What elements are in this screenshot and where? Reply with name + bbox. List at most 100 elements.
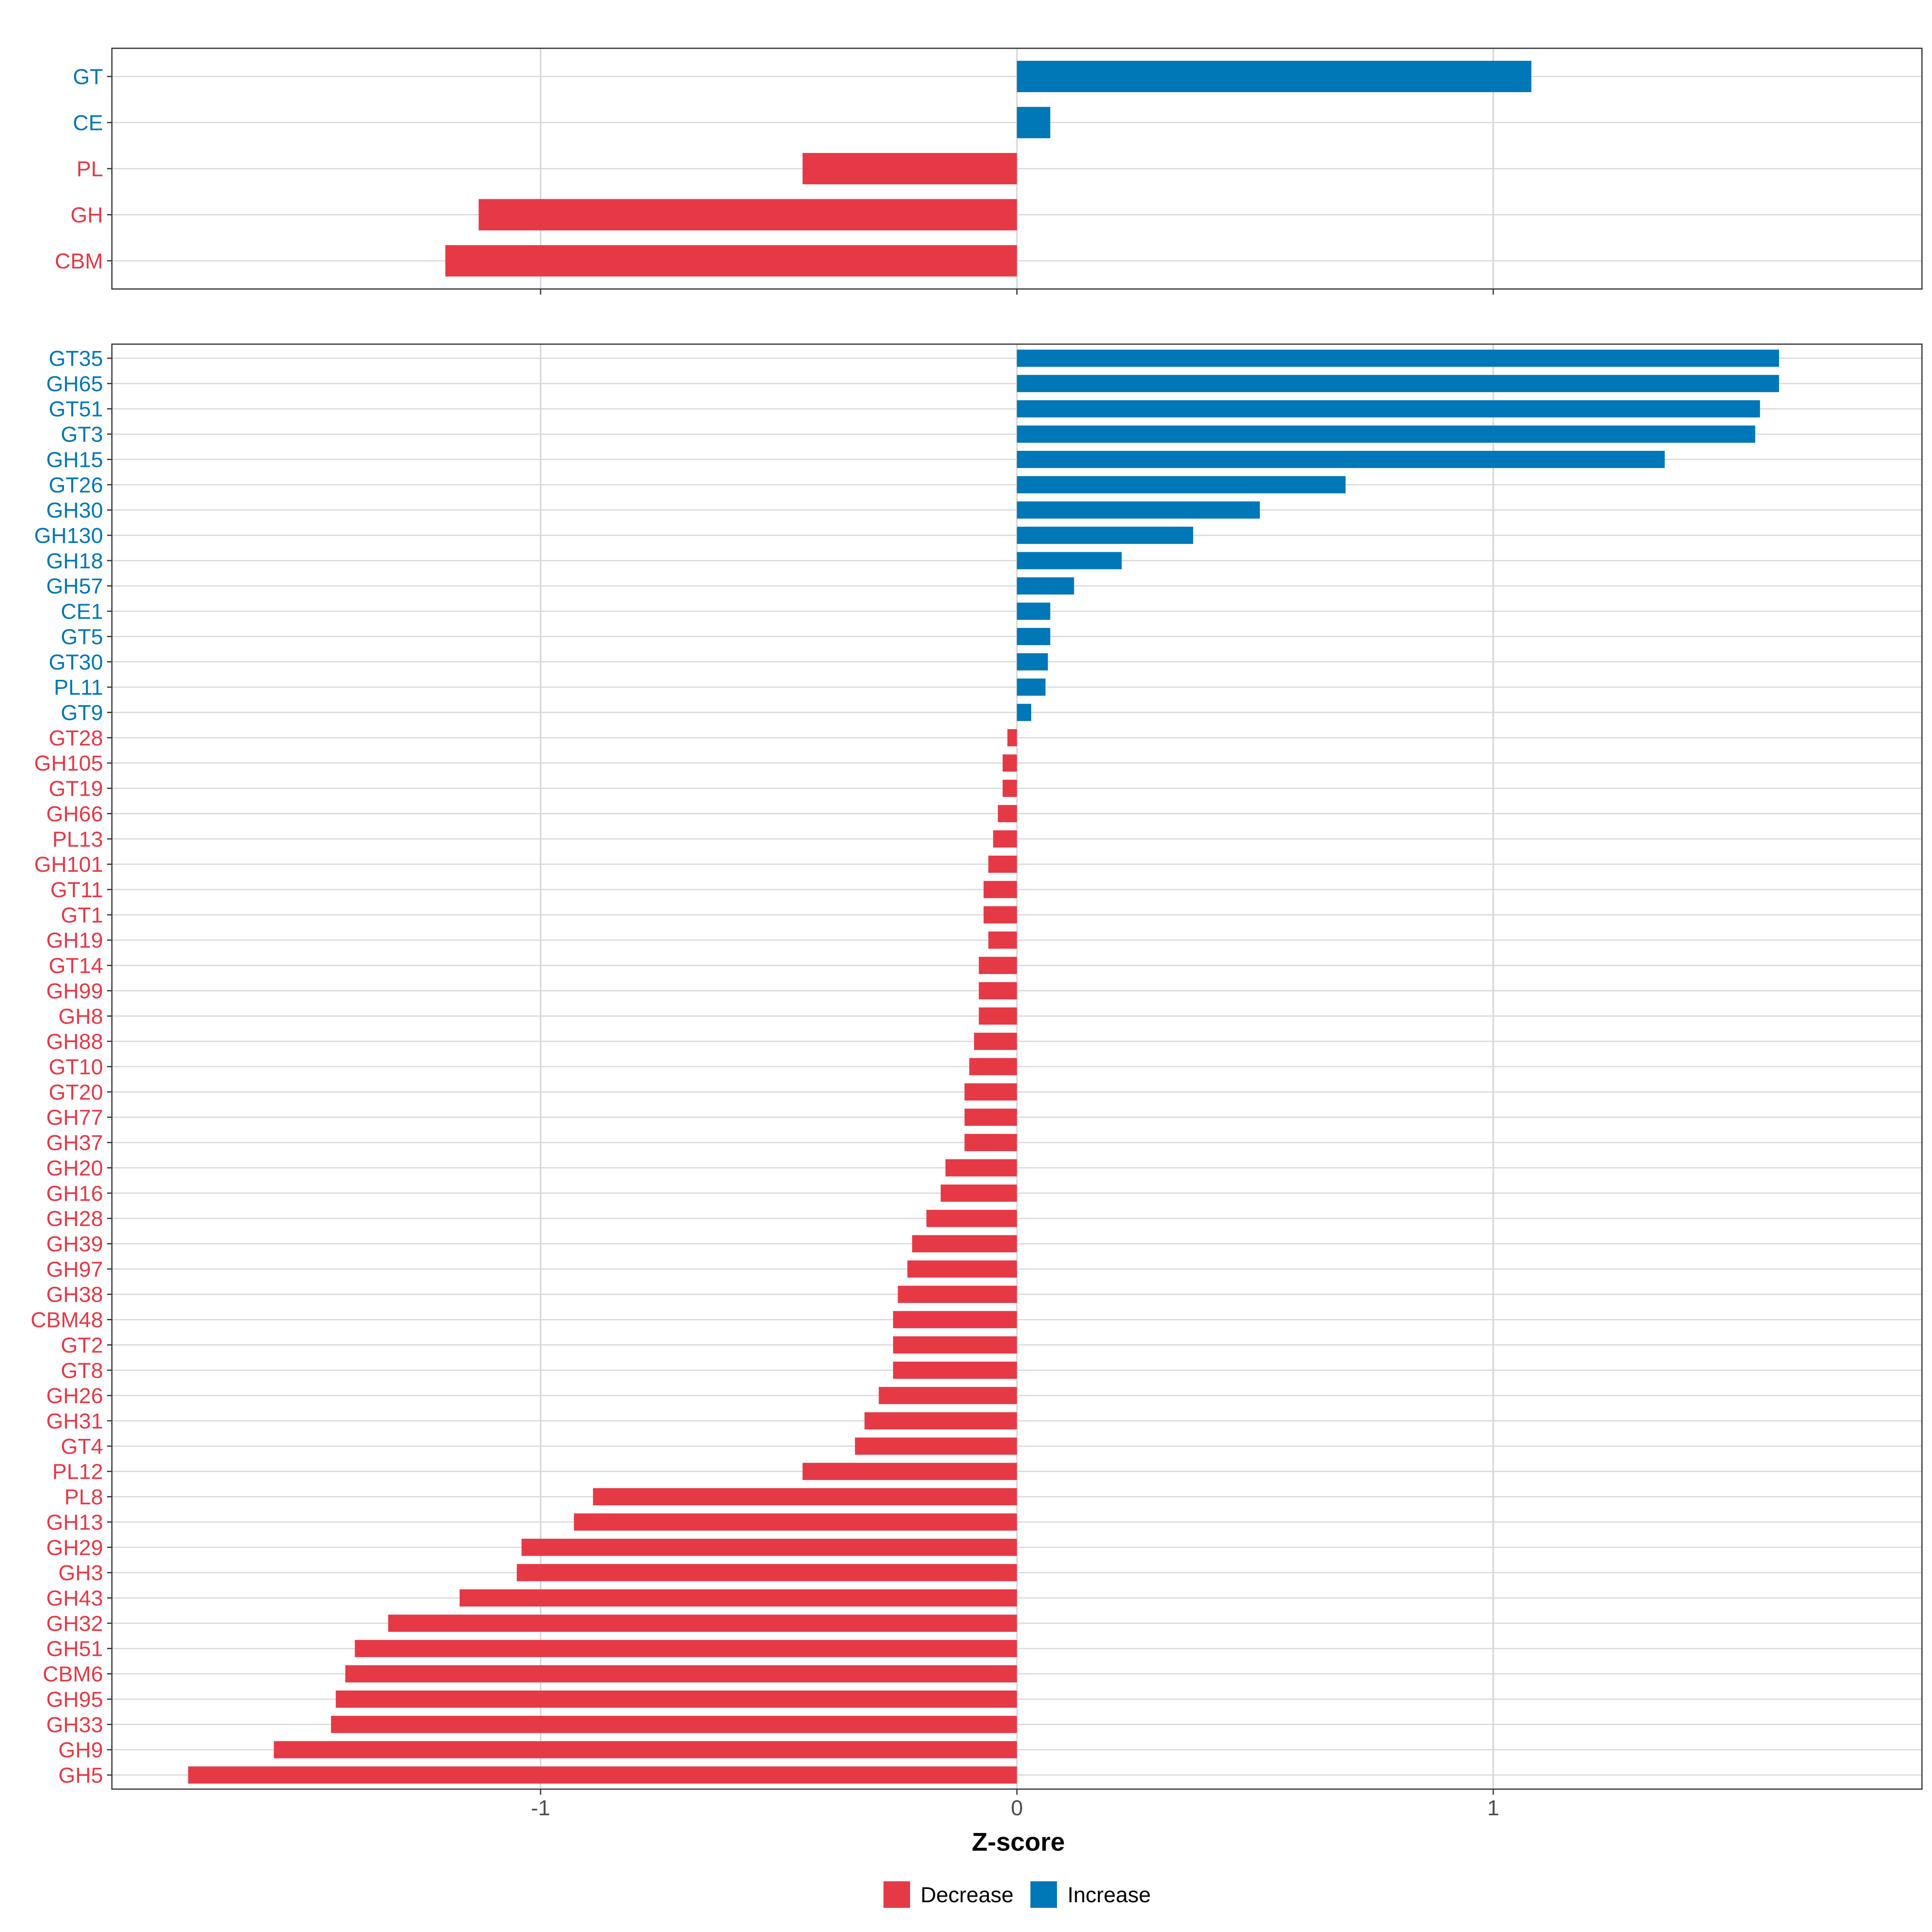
bar-gh88 (974, 1032, 1017, 1050)
y-tick-label-gh95: GH95 (46, 1687, 103, 1711)
bar-ce1 (1017, 603, 1051, 620)
bar-gh77 (964, 1108, 1017, 1126)
y-tick-label-gt: GT (73, 65, 103, 89)
legend-swatch-increase (1030, 1881, 1057, 1908)
y-tick-label-gh51: GH51 (46, 1637, 103, 1661)
bar-gt5 (1017, 628, 1051, 645)
y-tick-label-gt1: GT1 (61, 903, 103, 927)
bar-gt10 (969, 1058, 1017, 1075)
bar-gh15 (1017, 451, 1665, 468)
bar-gh95 (336, 1690, 1017, 1708)
y-tick-label-gt11: GT11 (50, 878, 103, 902)
y-tick-label-gt8: GT8 (61, 1358, 103, 1383)
bar-gt51 (1017, 400, 1760, 418)
y-tick-label-gt35: GT35 (49, 347, 103, 371)
y-tick-label-gt3: GT3 (61, 423, 103, 447)
y-tick-label-gh19: GH19 (46, 929, 103, 953)
y-tick-label-gh37: GH37 (46, 1131, 103, 1155)
x-tick-label: 1 (1487, 1796, 1499, 1820)
bar-gt1 (983, 906, 1017, 924)
y-tick-label-gh130: GH130 (34, 524, 103, 548)
y-tick-label-gh32: GH32 (46, 1612, 103, 1636)
bar-gh57 (1017, 577, 1074, 595)
y-tick-label-gh9: GH9 (58, 1738, 103, 1762)
y-tick-label-cbm48: CBM48 (31, 1308, 103, 1332)
bar-gh31 (864, 1412, 1017, 1430)
y-tick-label-gt20: GT20 (49, 1080, 103, 1104)
bar-gh65 (1017, 375, 1779, 392)
y-tick-label-gh15: GH15 (46, 448, 103, 472)
y-tick-label-gh43: GH43 (46, 1586, 103, 1610)
bar-gh37 (964, 1134, 1017, 1151)
bar-gh33 (331, 1715, 1017, 1733)
y-tick-label-gh38: GH38 (46, 1283, 103, 1307)
y-tick-label-gh88: GH88 (46, 1030, 103, 1054)
legend-swatch-decrease (883, 1881, 910, 1908)
bar-gt11 (983, 881, 1017, 898)
y-tick-label-gt9: GT9 (61, 701, 103, 725)
bar-ce (1017, 107, 1051, 138)
bar-pl12 (802, 1463, 1017, 1480)
x-axis-label: Z-score (972, 1827, 1065, 1856)
y-tick-label-gh101: GH101 (34, 852, 103, 877)
y-tick-label-gt5: GT5 (61, 625, 103, 649)
y-tick-label-gh5: GH5 (58, 1763, 103, 1788)
y-tick-label-gh97: GH97 (46, 1257, 103, 1282)
bar-gt35 (1017, 349, 1779, 367)
bar-gh3 (516, 1564, 1017, 1581)
bar-pl (802, 153, 1017, 184)
y-tick-label-gh105: GH105 (34, 751, 103, 776)
bar-gh105 (1002, 754, 1017, 772)
bar-gh97 (907, 1260, 1017, 1278)
y-tick-label-gh13: GH13 (46, 1510, 103, 1534)
bar-gt2 (893, 1336, 1017, 1354)
bar-gt28 (1007, 729, 1017, 747)
bar-gh29 (521, 1538, 1017, 1556)
y-tick-label-gh20: GH20 (46, 1156, 103, 1180)
y-tick-label-gh28: GH28 (46, 1207, 103, 1231)
bar-gh38 (898, 1286, 1017, 1303)
legend-label-decrease: Decrease (921, 1883, 1013, 1907)
y-tick-label-gt30: GT30 (49, 650, 103, 674)
y-tick-label-gh26: GH26 (46, 1384, 103, 1408)
y-tick-label-gh18: GH18 (46, 549, 103, 573)
y-tick-label-gh65: GH65 (46, 372, 103, 396)
y-tick-label-pl: PL (76, 157, 103, 181)
bar-gh20 (945, 1159, 1017, 1177)
bar-gh43 (459, 1589, 1017, 1607)
y-tick-label-gt14: GT14 (49, 954, 103, 978)
bar-gh18 (1017, 552, 1122, 570)
y-tick-label-pl8: PL8 (64, 1485, 103, 1509)
bar-gh30 (1017, 501, 1260, 519)
bottom-panel: GT35GH65GT51GT3GH15GT26GH30GH130GH18GH57… (31, 343, 1923, 1820)
x-tick-label: -1 (531, 1796, 550, 1820)
y-tick-label-gt4: GT4 (61, 1435, 103, 1459)
top-panel: GT CE PL GH CBM (55, 47, 1923, 295)
bar-gh19 (988, 931, 1017, 949)
y-tick-label-gh3: GH3 (58, 1561, 103, 1585)
y-tick-label-ce: CE (73, 111, 103, 135)
y-tick-label-gh: GH (70, 203, 103, 227)
bar-gh28 (926, 1210, 1017, 1227)
bar-gh51 (355, 1640, 1017, 1657)
bar-gh99 (978, 982, 1017, 999)
y-tick-label-gt26: GT26 (49, 473, 103, 497)
bar-gh130 (1017, 526, 1193, 544)
bar-gh8 (978, 1007, 1017, 1025)
legend: Decrease Increase (883, 1881, 1151, 1908)
y-tick-label-gt28: GT28 (49, 726, 103, 750)
bar-gh5 (188, 1766, 1017, 1784)
y-tick-label-gh66: GH66 (46, 802, 103, 826)
bar-gt30 (1017, 653, 1048, 671)
bar-gh26 (879, 1387, 1017, 1404)
bar-pl8 (593, 1488, 1017, 1505)
legend-label-increase: Increase (1067, 1883, 1151, 1907)
y-tick-label-pl12: PL12 (52, 1460, 103, 1484)
bar-gt3 (1017, 425, 1755, 443)
y-tick-label-gh31: GH31 (46, 1409, 103, 1433)
bar-cbm6 (345, 1665, 1017, 1682)
bar-gh13 (574, 1513, 1017, 1531)
y-tick-label-gh57: GH57 (46, 574, 103, 599)
bar-gt20 (964, 1083, 1017, 1101)
